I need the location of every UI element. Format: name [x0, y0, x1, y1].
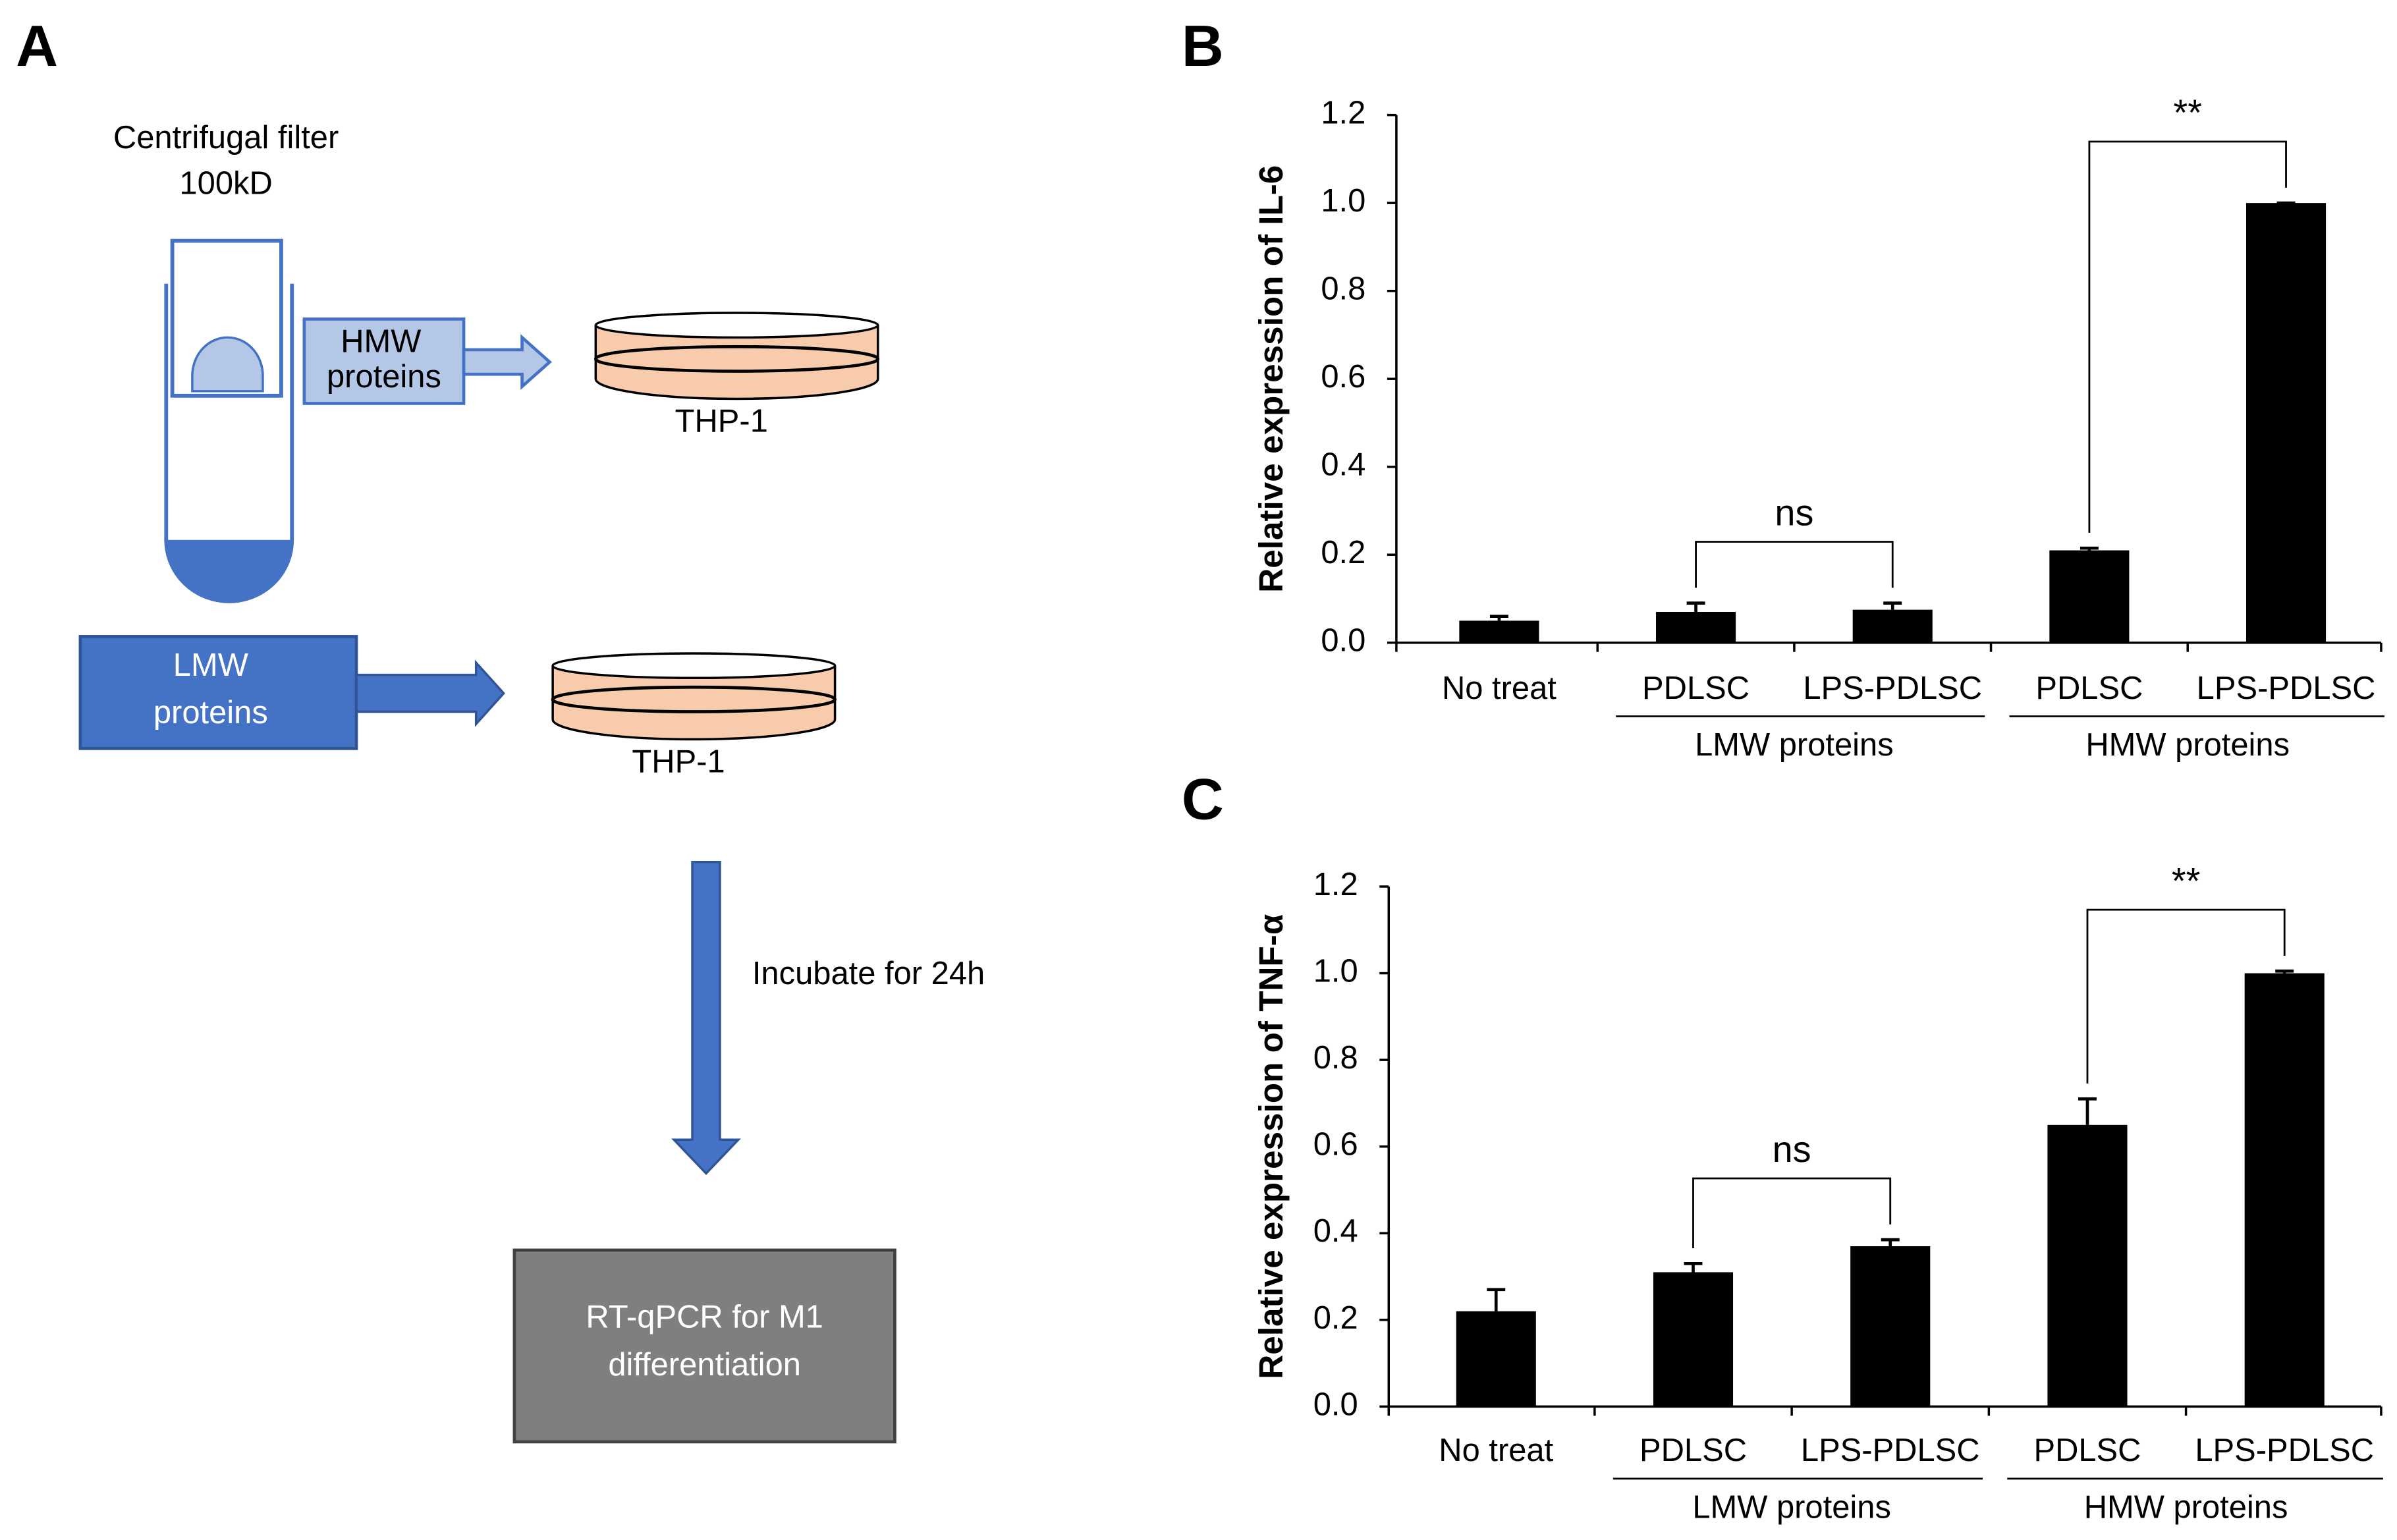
- hmw-label: proteins: [327, 359, 441, 395]
- group-label: LMW proteins: [1695, 727, 1894, 763]
- filter-label: Centrifugal filter: [113, 120, 339, 155]
- x-tick-label: PDLSC: [1642, 671, 1750, 706]
- y-tick-label: 1.0: [1321, 183, 1365, 219]
- y-axis-label: Relative expression of TNF-α: [1252, 914, 1290, 1379]
- x-tick-label: PDLSC: [1639, 1433, 1747, 1468]
- significance-label: **: [2173, 92, 2202, 133]
- cell-label: THP-1: [675, 404, 768, 439]
- panel-label: B: [1182, 13, 1224, 78]
- arrow: [355, 659, 505, 727]
- bar: [1656, 611, 1736, 643]
- x-tick-label: LPS-PDLSC: [2195, 1433, 2374, 1468]
- error-bar: [1487, 1288, 1506, 1311]
- significance-bracket: [2088, 140, 2287, 533]
- assay-label: differentiation: [608, 1347, 801, 1383]
- y-tick-label: 0.4: [1321, 447, 1365, 483]
- assay-box: [512, 1248, 896, 1444]
- group-label: HMW proteins: [2084, 1489, 2288, 1525]
- diagram: Centrifugal filter 100kD HMW proteins TH…: [78, 120, 985, 1444]
- step-label: Incubate for 24h: [752, 956, 985, 991]
- bar: [2049, 550, 2130, 643]
- panel-label: A: [16, 13, 58, 78]
- arrow: [671, 860, 741, 1175]
- group-label: HMW proteins: [2085, 727, 2290, 763]
- y-axis-label: Relative expression of IL-6: [1252, 165, 1290, 593]
- x-tick-label: No treat: [1442, 671, 1557, 706]
- error-bar: [2275, 969, 2294, 974]
- bar: [2047, 1124, 2128, 1407]
- error-bar: [1881, 1238, 1900, 1246]
- y-tick-label: 0.4: [1313, 1213, 1358, 1249]
- bar: [1850, 1246, 1931, 1407]
- significance-label: ns: [1773, 1128, 1811, 1170]
- dish: [593, 312, 880, 400]
- y-tick-label: 0.2: [1313, 1300, 1358, 1336]
- error-bar: [1489, 615, 1508, 621]
- filter-label: 100kD: [179, 166, 272, 202]
- y-tick-label: 0.8: [1313, 1040, 1358, 1076]
- retentate: [191, 336, 264, 393]
- x-tick-label: LPS-PDLSC: [1801, 1433, 1980, 1468]
- error-bar: [2078, 1097, 2097, 1125]
- y-tick-label: 0.0: [1313, 1387, 1358, 1422]
- x-tick-label: PDLSC: [2033, 1433, 2141, 1468]
- dish: [551, 652, 837, 741]
- x-tick-label: LPS-PDLSC: [1803, 671, 1982, 706]
- hmw-label: HMW: [341, 324, 421, 360]
- error-bar: [1686, 601, 1705, 612]
- significance-bracket: [1695, 541, 1894, 588]
- y-tick-label: 0.8: [1321, 271, 1365, 307]
- error-bar: [1883, 601, 1902, 610]
- significance-label: ns: [1775, 492, 1813, 534]
- assay-label: RT-qPCR for M1: [586, 1300, 823, 1335]
- significance-bracket: [2086, 908, 2286, 1084]
- cell-label: THP-1: [632, 744, 725, 780]
- significance-label: **: [2172, 860, 2201, 901]
- y-tick-label: 1.0: [1313, 953, 1358, 989]
- y-tick-label: 0.2: [1321, 535, 1365, 570]
- y-tick-label: 1.2: [1321, 96, 1365, 131]
- x-tick-label: PDLSC: [2035, 671, 2143, 706]
- lmw-label: LMW: [173, 647, 248, 683]
- y-tick-label: 0.0: [1321, 623, 1365, 659]
- error-bar: [1684, 1261, 1703, 1273]
- y-tick-label: 0.6: [1321, 359, 1365, 395]
- arrow: [462, 334, 552, 391]
- x-tick-label: LPS-PDLSC: [2197, 671, 2376, 706]
- y-tick-label: 0.6: [1313, 1127, 1358, 1163]
- bar: [1459, 620, 1539, 643]
- panel-label: C: [1182, 767, 1224, 832]
- y-tick-label: 1.2: [1313, 867, 1358, 902]
- x-tick-label: No treat: [1439, 1433, 1553, 1468]
- hmw-box: [302, 317, 466, 405]
- bar: [2245, 203, 2327, 643]
- error-bar: [2080, 546, 2099, 551]
- group-label: LMW proteins: [1692, 1489, 1891, 1525]
- bar: [1456, 1311, 1536, 1407]
- lmw-box: [78, 635, 358, 750]
- bar: [1653, 1272, 1734, 1407]
- lmw-label: proteins: [153, 695, 268, 730]
- bar: [1852, 609, 1933, 643]
- significance-bracket: [1692, 1177, 1892, 1249]
- bar: [2244, 973, 2325, 1407]
- filtrate: [166, 539, 292, 601]
